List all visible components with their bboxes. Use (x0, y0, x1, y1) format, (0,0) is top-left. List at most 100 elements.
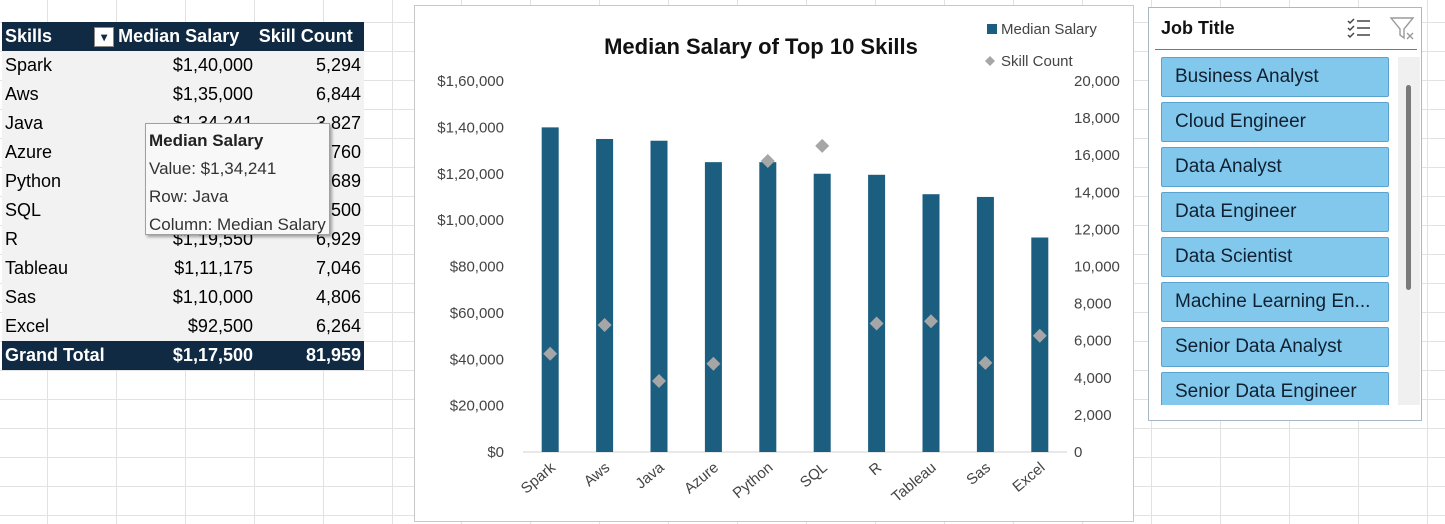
y-left-tick-label: $40,000 (450, 351, 504, 368)
y-right-tick-label: 20,000 (1074, 73, 1120, 90)
slicer-items-list: Business Analyst Cloud Engineer Data Analy… (1161, 57, 1391, 405)
slicer-item[interactable]: Senior Data Analyst (1161, 327, 1389, 367)
bar-median-salary (976, 196, 994, 452)
pivot-cell-skill-count[interactable]: 6,844 (315, 84, 361, 104)
y-left-tick-label: $0 (487, 444, 504, 461)
bar-median-salary (759, 162, 777, 452)
x-tick-label: Java (632, 459, 668, 493)
y-left-tick-label: $80,000 (450, 259, 504, 276)
grand-total-median: $1,17,500 (172, 345, 253, 365)
pivot-cell-skill-count[interactable]: 6,264 (315, 316, 361, 336)
bar-median-salary (596, 138, 614, 452)
marker-skill-count (869, 316, 884, 331)
slicer-item[interactable]: Data Scientist (1161, 237, 1389, 277)
marker-skill-count (597, 318, 612, 333)
clear-filter-icon[interactable] (1389, 16, 1417, 42)
x-tick-label: Tableau (888, 459, 939, 506)
y-left-tick-label: $1,60,000 (437, 73, 504, 90)
y-right-tick-label: 10,000 (1074, 259, 1120, 276)
slicer-scrollbar-thumb[interactable] (1406, 85, 1411, 290)
y-right-tick-label: 18,000 (1074, 110, 1120, 127)
marker-skill-count (760, 153, 775, 168)
y-right-tick-label: 0 (1074, 444, 1082, 461)
pivot-cell-skill[interactable]: Azure (5, 142, 53, 162)
filter-dropdown-icon[interactable]: ▾ (94, 27, 115, 47)
header-skills[interactable]: Skills ▾ (2, 22, 115, 51)
pivot-row[interactable]: Spark $1,40,000 5,294 (2, 51, 364, 80)
tooltip-title: Median Salary (149, 131, 264, 150)
tooltip-column: Column: Median Salary (149, 215, 326, 234)
pivot-cell-skill[interactable]: Sas (5, 287, 37, 307)
x-tick-label: Sas (963, 459, 994, 489)
slicer-item[interactable]: Cloud Engineer (1161, 102, 1389, 142)
y-right-tick-label: 14,000 (1074, 184, 1120, 201)
pivot-cell-median-salary[interactable]: $1,11,175 (174, 258, 253, 278)
pivot-cell-skill[interactable]: Tableau (5, 258, 69, 278)
bar-median-salary (868, 174, 886, 452)
x-tick-label: SQL (797, 459, 831, 491)
header-skill-count[interactable]: Skill Count (258, 26, 353, 46)
grand-total-row[interactable]: Grand Total $1,17,500 81,959 (2, 341, 364, 370)
y-right-tick-label: 16,000 (1074, 147, 1120, 164)
legend-label-median-salary: Median Salary (1001, 21, 1097, 38)
x-tick-label: R (866, 459, 885, 479)
marker-skill-count (815, 138, 830, 153)
tooltip-value: Value: $1,34,241 (149, 159, 277, 178)
x-tick-label: Spark (518, 459, 559, 498)
slicer-scrollbar[interactable] (1398, 57, 1420, 405)
grand-total-count: 81,959 (305, 345, 361, 365)
pivot-row[interactable]: Excel $92,500 6,264 (2, 312, 364, 341)
pivot-cell-skill[interactable]: R (5, 229, 18, 249)
chart-title: Median Salary of Top 10 Skills (604, 34, 918, 59)
slicer-item[interactable]: Business Analyst (1161, 57, 1389, 97)
pivot-cell-median-salary[interactable]: $1,35,000 (172, 84, 253, 104)
legend-swatch-skill-count (985, 56, 995, 66)
y-left-tick-label: $1,40,000 (437, 119, 504, 136)
pivot-header-row: Skills ▾ Median Salary Skill Count (2, 22, 364, 51)
y-left-tick-label: $60,000 (450, 305, 504, 322)
pivot-cell-skill-count[interactable]: 5,294 (315, 55, 361, 75)
pivot-cell-skill[interactable]: SQL (5, 200, 42, 220)
chart-container[interactable]: Median Salary of Top 10 Skills $0 $20,000 $… (414, 5, 1134, 522)
multi-select-icon[interactable] (1345, 16, 1373, 42)
tooltip-row: Row: Java (149, 187, 229, 206)
marker-skill-count (978, 355, 993, 370)
y-right-tick-label: 6,000 (1074, 333, 1112, 350)
x-tick-label: Python (730, 459, 777, 502)
y-right-tick-label: 12,000 (1074, 221, 1120, 238)
bar-median-salary (813, 173, 831, 452)
header-median-salary[interactable]: Median Salary (118, 26, 240, 46)
marker-skill-count (543, 346, 558, 361)
pivot-row[interactable]: Aws $1,35,000 6,844 (2, 80, 364, 109)
pivot-cell-skill[interactable]: Excel (5, 316, 50, 336)
pivot-cell-skill[interactable]: Python (5, 171, 62, 191)
pivot-cell-skill[interactable]: Spark (5, 55, 53, 75)
cell-tooltip: Median Salary Value: $1,34,241 Row: Java… (145, 123, 330, 235)
pivot-cell-skill[interactable]: Java (5, 113, 44, 133)
pivot-row[interactable]: Tableau $1,11,175 7,046 (2, 254, 364, 283)
slicer-item[interactable]: Senior Data Engineer (1161, 372, 1389, 405)
x-tick-label: Aws (581, 459, 613, 490)
pivot-cell-median-salary[interactable]: $92,500 (187, 316, 253, 336)
pivot-row[interactable]: Sas $1,10,000 4,806 (2, 283, 364, 312)
pivot-cell-median-salary[interactable]: $1,10,000 (172, 287, 253, 307)
slicer-item[interactable]: Data Engineer (1161, 192, 1389, 232)
bar-median-salary (1031, 237, 1049, 452)
pivot-cell-skill[interactable]: Aws (5, 84, 39, 104)
y-right-tick-label: 4,000 (1074, 370, 1112, 387)
marker-skill-count (652, 374, 666, 389)
pivot-cell-skill-count[interactable]: 7,046 (315, 258, 361, 278)
slicer-item[interactable]: Data Analyst (1161, 147, 1389, 187)
y-right-tick-label: 8,000 (1074, 296, 1112, 313)
job-title-slicer[interactable]: Job Title Business Analyst Cloud Engineer… (1148, 7, 1422, 421)
pivot-cell-skill-count[interactable]: 4,806 (315, 287, 361, 307)
marker-skill-count (924, 314, 938, 329)
x-tick-label: Azure (681, 459, 722, 497)
combo-chart: Median Salary of Top 10 Skills $0 $20,000 $… (437, 21, 1120, 506)
grand-total-label: Grand Total (5, 345, 105, 365)
pivot-cell-median-salary[interactable]: $1,40,000 (172, 55, 253, 75)
bar-median-salary (650, 140, 668, 452)
x-tick-label: Excel (1009, 459, 1048, 496)
bar-median-salary (704, 162, 722, 452)
slicer-item[interactable]: Machine Learning En... (1161, 282, 1389, 322)
